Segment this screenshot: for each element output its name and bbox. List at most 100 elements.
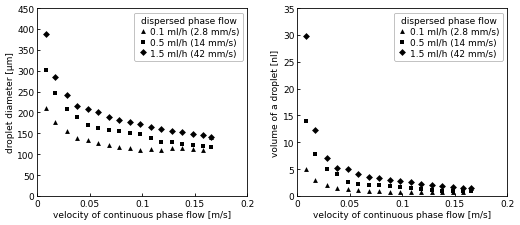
Point xyxy=(396,179,405,183)
Point xyxy=(344,167,352,171)
Point xyxy=(385,184,394,188)
Point xyxy=(94,111,102,115)
Point xyxy=(136,148,145,152)
Point xyxy=(73,137,82,140)
Point xyxy=(459,186,467,190)
Point xyxy=(449,190,457,194)
Point xyxy=(459,191,467,194)
Point xyxy=(84,139,92,143)
Point xyxy=(438,184,446,188)
Point xyxy=(167,130,176,133)
Point xyxy=(84,124,92,127)
Point xyxy=(385,178,394,182)
Point xyxy=(62,130,71,133)
Point xyxy=(206,135,215,139)
Point xyxy=(407,187,415,190)
Point xyxy=(407,190,415,194)
Point xyxy=(199,134,207,137)
Point xyxy=(105,116,113,120)
Point xyxy=(167,141,176,145)
Point xyxy=(365,183,373,187)
Point xyxy=(126,132,134,135)
Point xyxy=(42,107,50,110)
Point xyxy=(449,189,457,192)
Point xyxy=(322,167,331,171)
Point xyxy=(375,184,383,187)
Legend: 0.1 ml/h (2.8 mm/s), 0.5 ml/h (14 mm/s), 1.5 ml/h (42 mm/s): 0.1 ml/h (2.8 mm/s), 0.5 ml/h (14 mm/s),… xyxy=(135,14,243,62)
Point xyxy=(354,182,362,186)
Point xyxy=(147,126,155,129)
Point xyxy=(206,136,215,140)
Point xyxy=(354,173,362,176)
Point xyxy=(157,148,165,152)
Point xyxy=(51,92,59,95)
Point xyxy=(136,123,145,126)
Point xyxy=(322,184,331,187)
Point xyxy=(311,153,319,156)
Point xyxy=(344,180,352,184)
Point xyxy=(178,142,187,146)
Point xyxy=(94,142,102,145)
Point xyxy=(189,144,197,147)
Point xyxy=(51,120,59,124)
Point xyxy=(396,185,405,189)
Point xyxy=(115,118,123,122)
Point xyxy=(189,148,197,151)
Point xyxy=(438,190,446,194)
Point xyxy=(459,189,467,193)
Point xyxy=(73,105,82,108)
Point xyxy=(115,130,123,133)
Point xyxy=(365,189,373,192)
Point xyxy=(147,147,155,151)
Point xyxy=(51,76,59,79)
Y-axis label: droplet diameter [µm]: droplet diameter [µm] xyxy=(6,52,15,153)
Point xyxy=(157,128,165,131)
Point xyxy=(417,182,425,186)
Point xyxy=(115,145,123,149)
Point xyxy=(449,185,457,189)
Point xyxy=(427,188,436,192)
Point xyxy=(189,133,197,136)
Point xyxy=(417,188,425,191)
Legend: 0.1 ml/h (2.8 mm/s), 0.5 ml/h (14 mm/s), 1.5 ml/h (42 mm/s): 0.1 ml/h (2.8 mm/s), 0.5 ml/h (14 mm/s),… xyxy=(394,14,503,62)
Point xyxy=(136,133,145,136)
Point xyxy=(417,191,425,194)
Point xyxy=(206,145,215,149)
Point xyxy=(147,137,155,140)
Point xyxy=(375,190,383,193)
Point xyxy=(311,129,319,133)
Point xyxy=(199,148,207,152)
Point xyxy=(178,146,187,150)
Point xyxy=(311,179,319,182)
Point xyxy=(42,69,50,72)
Point xyxy=(302,167,310,171)
Point xyxy=(94,127,102,130)
X-axis label: velocity of continuous phase flow [m/s]: velocity of continuous phase flow [m/s] xyxy=(313,211,491,219)
Point xyxy=(407,181,415,184)
Point xyxy=(73,115,82,119)
Point xyxy=(105,144,113,147)
Point xyxy=(333,187,341,190)
Point xyxy=(167,146,176,150)
Point xyxy=(42,33,50,37)
Point xyxy=(322,157,331,160)
Point xyxy=(344,188,352,191)
Point xyxy=(105,128,113,132)
Point xyxy=(302,119,310,123)
Point xyxy=(466,189,475,193)
Point xyxy=(385,190,394,194)
Point xyxy=(157,140,165,144)
Point xyxy=(333,166,341,170)
Point xyxy=(333,173,341,176)
Point xyxy=(178,131,187,135)
Point xyxy=(427,190,436,194)
Point xyxy=(62,94,71,97)
Point xyxy=(365,176,373,179)
Point xyxy=(354,188,362,192)
X-axis label: velocity of continuous phase flow [m/s]: velocity of continuous phase flow [m/s] xyxy=(54,211,231,219)
Point xyxy=(466,187,475,190)
Point xyxy=(427,184,436,187)
Point xyxy=(199,144,207,148)
Y-axis label: volume of a droplet [nl]: volume of a droplet [nl] xyxy=(271,49,280,156)
Point xyxy=(126,120,134,124)
